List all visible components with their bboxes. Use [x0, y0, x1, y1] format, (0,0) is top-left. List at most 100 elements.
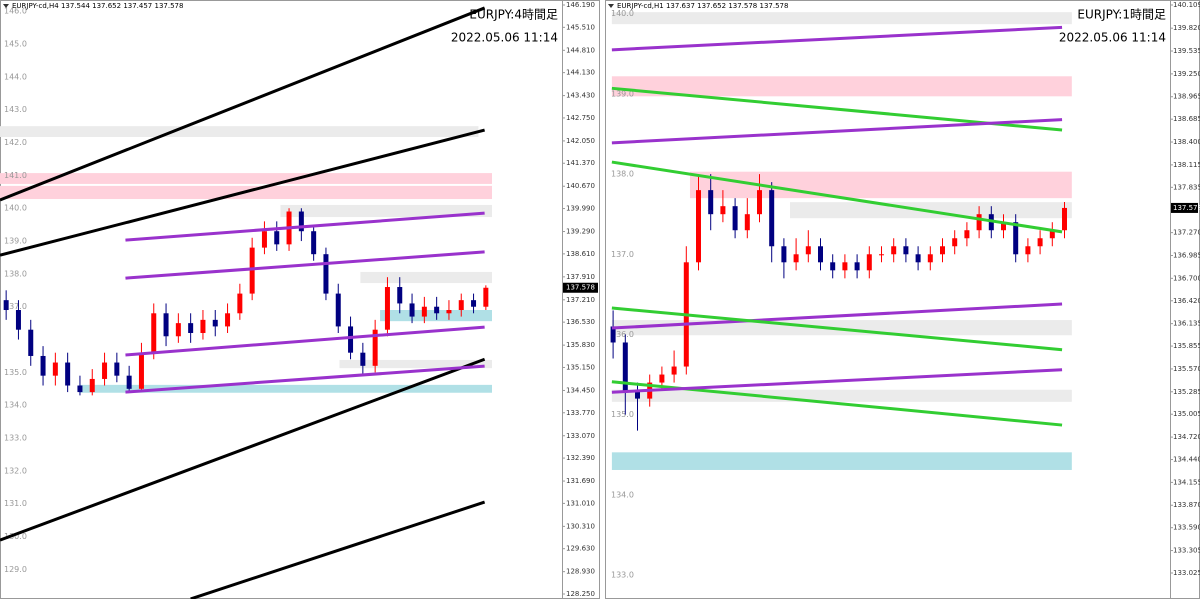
zone	[79, 384, 492, 393]
y-tick-label: 133.025	[1173, 569, 1200, 577]
y-tick-label: 133.770	[566, 409, 595, 417]
level-label: 144.0	[4, 72, 27, 81]
candle-body	[1062, 207, 1067, 231]
candle-body	[781, 246, 787, 263]
candle-body	[397, 287, 403, 304]
plot-area: 140.0 139.0 138.0 137.0 136.0 135.0 134.0 133.0	[610, 9, 1072, 580]
candle-body	[635, 390, 640, 399]
candle-body	[891, 246, 897, 255]
zone	[611, 12, 1072, 25]
candle-body	[1037, 238, 1043, 247]
trend-line	[125, 211, 485, 242]
y-tick-label: 135.570	[1173, 365, 1200, 373]
y-tick-label: 134.440	[1173, 456, 1200, 464]
y-tick-label: 133.070	[566, 432, 595, 440]
level-label: 133.0	[611, 571, 634, 580]
zone	[0, 126, 479, 137]
y-tick-label: 133.590	[1173, 524, 1200, 532]
candle-body	[952, 238, 958, 247]
candle-body	[225, 313, 231, 327]
level-label: 140.0	[4, 204, 27, 213]
candle-body	[622, 342, 628, 391]
candle-body	[200, 319, 206, 333]
candle-body	[126, 375, 132, 389]
level-label: 139.0	[4, 237, 27, 246]
y-tick-label: 146.190	[566, 1, 595, 9]
candle-body	[757, 190, 762, 215]
level-label: 131.0	[4, 499, 27, 508]
zone	[689, 171, 1072, 199]
candle-body	[458, 300, 464, 311]
y-tick-label: 137.210	[566, 296, 595, 304]
level-label: 141.0	[4, 171, 27, 180]
candle-body	[830, 262, 836, 271]
candle-body	[1049, 230, 1055, 239]
trend-line	[125, 250, 485, 280]
zone	[360, 271, 492, 284]
y-tick-label: 131.010	[566, 499, 595, 507]
candle-body	[114, 362, 120, 376]
y-tick-label: 131.690	[566, 477, 595, 485]
candle-body	[372, 329, 378, 366]
level-label: 136.0	[611, 330, 634, 339]
timestamp: 2022.05.06 11:14	[1059, 31, 1166, 45]
y-tick-label: 142.750	[566, 114, 595, 122]
y-tick-label: 142.050	[566, 137, 595, 145]
last-price-label: 137.578	[1173, 204, 1200, 212]
trend-line	[611, 118, 1063, 145]
trend-line	[125, 325, 485, 357]
y-tick-label: 136.420	[1173, 297, 1200, 305]
candle-body	[483, 287, 489, 307]
y-tick-label: 139.535	[1173, 47, 1200, 55]
candle-body	[434, 306, 440, 314]
candle-body	[1013, 222, 1019, 255]
candle-body	[421, 306, 427, 317]
last-price-label: 137.578	[566, 284, 595, 292]
level-label: 138.0	[611, 170, 634, 179]
candle-body	[212, 319, 218, 327]
zone	[611, 452, 1072, 470]
candle-body	[866, 254, 872, 271]
candle-body	[854, 262, 860, 271]
level-label: 140.0	[611, 9, 634, 18]
candle-body	[274, 231, 280, 245]
trend-line	[0, 357, 486, 542]
level-label: 145.0	[4, 40, 27, 49]
y-tick-label: 133.305	[1173, 547, 1200, 555]
timestamp: 2022.05.06 11:14	[451, 31, 558, 45]
candle-body	[696, 190, 701, 263]
y-tick-label: 135.150	[566, 363, 595, 371]
y-tick-label: 138.685	[1173, 115, 1200, 123]
candle-body	[744, 214, 750, 231]
candle-body	[610, 326, 616, 343]
y-tick-label: 138.400	[1173, 138, 1200, 146]
zone	[280, 204, 492, 218]
level-label: 132.0	[4, 466, 27, 475]
y-tick-label: 135.830	[566, 341, 595, 349]
trend-line	[0, 128, 485, 257]
trend-line	[190, 500, 486, 599]
level-label: 129.0	[4, 565, 27, 574]
candle-body	[28, 329, 34, 356]
zone	[339, 359, 492, 369]
last-price-tag	[1171, 202, 1198, 213]
candle-body	[659, 374, 665, 383]
candle-body	[940, 246, 945, 255]
candle-body	[323, 254, 329, 294]
candle-body	[15, 310, 21, 330]
candle-body	[102, 362, 108, 379]
plot-area: 146.0 145.0 144.0 143.0 142.0 141.0 140.0 139.0…	[0, 6, 492, 599]
candle-body	[879, 254, 884, 256]
y-tick-label: 128.930	[566, 568, 595, 576]
candle-body	[446, 310, 452, 314]
y-tick-label: 134.155	[1173, 478, 1200, 486]
y-tick-label: 138.965	[1173, 93, 1200, 101]
candle-body	[818, 246, 823, 263]
trend-line	[611, 25, 1063, 52]
candle-body	[175, 323, 181, 337]
trend-line	[611, 306, 1063, 352]
candle-body	[671, 366, 677, 375]
y-tick-label: 138.610	[566, 250, 595, 258]
zone	[611, 76, 1072, 97]
